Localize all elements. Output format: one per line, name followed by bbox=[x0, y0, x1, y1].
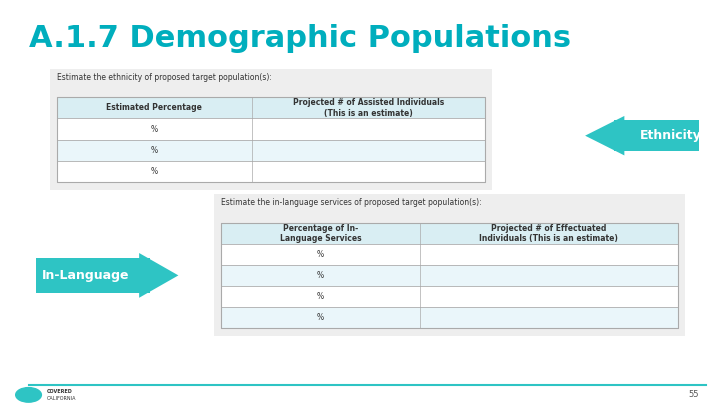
Text: Estimated Percentage: Estimated Percentage bbox=[107, 103, 202, 112]
Text: %: % bbox=[317, 250, 324, 259]
Text: %: % bbox=[150, 146, 158, 155]
Text: %: % bbox=[317, 271, 324, 280]
Text: Projected # of Effectuated
Individuals (This is an estimate): Projected # of Effectuated Individuals (… bbox=[480, 224, 618, 243]
FancyBboxPatch shape bbox=[57, 161, 485, 182]
Text: %: % bbox=[317, 292, 324, 301]
Text: COVERED: COVERED bbox=[46, 389, 72, 394]
FancyBboxPatch shape bbox=[221, 307, 678, 328]
Text: %: % bbox=[317, 313, 324, 322]
Text: Percentage of In-
Language Services: Percentage of In- Language Services bbox=[279, 224, 361, 243]
FancyBboxPatch shape bbox=[221, 286, 678, 307]
Text: %: % bbox=[150, 167, 158, 176]
FancyBboxPatch shape bbox=[221, 223, 678, 244]
FancyBboxPatch shape bbox=[57, 97, 485, 118]
Text: CALIFORNIA: CALIFORNIA bbox=[46, 396, 76, 401]
Bar bbox=[613, 121, 699, 151]
Text: Projected # of Assisted Individuals
(This is an estimate): Projected # of Assisted Individuals (Thi… bbox=[293, 98, 444, 117]
FancyBboxPatch shape bbox=[57, 118, 485, 140]
FancyBboxPatch shape bbox=[50, 69, 492, 190]
Text: 55: 55 bbox=[689, 390, 699, 399]
Circle shape bbox=[16, 388, 41, 402]
Polygon shape bbox=[585, 116, 624, 156]
Text: Ethnicity: Ethnicity bbox=[640, 129, 701, 142]
FancyBboxPatch shape bbox=[221, 244, 678, 265]
Text: %: % bbox=[150, 125, 158, 134]
FancyBboxPatch shape bbox=[57, 140, 485, 161]
Bar bbox=[36, 258, 150, 292]
FancyBboxPatch shape bbox=[214, 194, 685, 336]
Polygon shape bbox=[139, 253, 179, 298]
Text: Estimate the ethnicity of proposed target population(s):: Estimate the ethnicity of proposed targe… bbox=[57, 73, 272, 82]
FancyBboxPatch shape bbox=[221, 265, 678, 286]
Text: A.1.7 Demographic Populations: A.1.7 Demographic Populations bbox=[29, 24, 571, 53]
Text: In-Language: In-Language bbox=[42, 269, 130, 282]
Text: Estimate the in-language services of proposed target population(s):: Estimate the in-language services of pro… bbox=[221, 198, 482, 207]
